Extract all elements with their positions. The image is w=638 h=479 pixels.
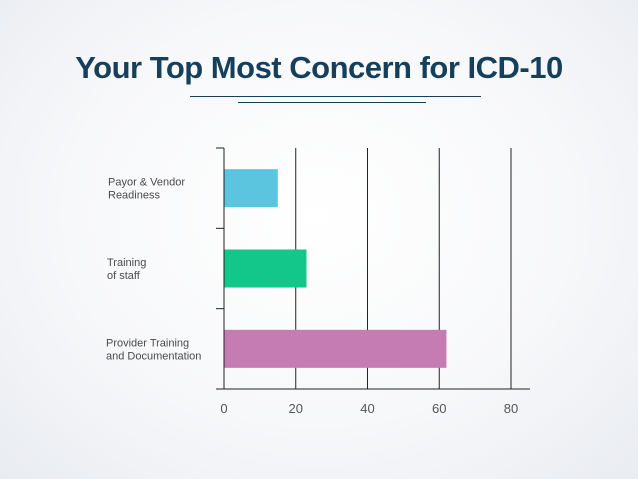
x-tick-label: 20	[289, 401, 303, 416]
bar	[224, 169, 278, 208]
category-label: of staff	[107, 270, 141, 282]
bar	[224, 329, 447, 368]
category-label: Training	[107, 257, 146, 269]
x-tick-label: 60	[432, 401, 446, 416]
title-underline-short	[238, 102, 426, 103]
category-label: Readiness	[108, 190, 160, 202]
page-title: Your Top Most Concern for ICD-10	[75, 50, 563, 85]
x-tick-label: 0	[220, 401, 227, 416]
category-label: Payor & Vendor	[108, 177, 185, 189]
category-label: Provider Training	[106, 337, 189, 349]
x-tick-label: 40	[360, 401, 374, 416]
title-underline-long	[190, 96, 481, 97]
category-label: and Documentation	[106, 350, 201, 362]
x-tick-label: 80	[504, 401, 518, 416]
bar	[224, 249, 307, 288]
